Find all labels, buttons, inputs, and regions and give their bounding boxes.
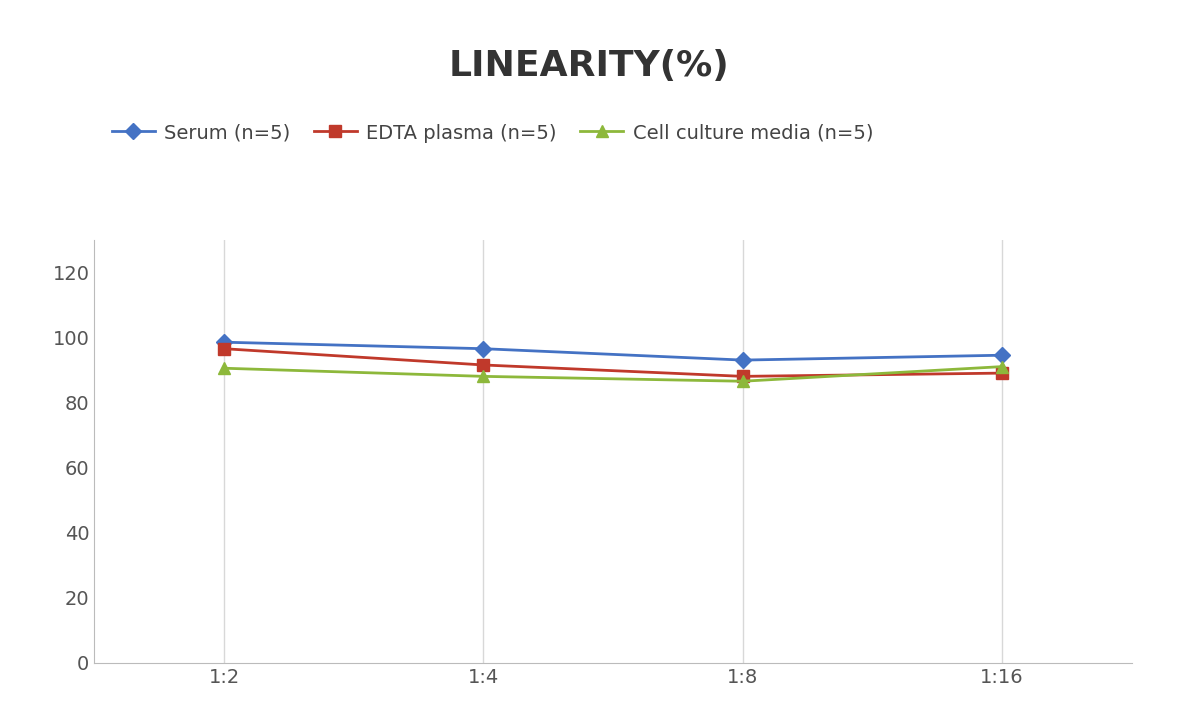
Line: Serum (n=5): Serum (n=5) — [218, 337, 1008, 366]
Serum (n=5) — [995, 351, 1009, 360]
Cell culture media (n=5) — [476, 372, 490, 381]
Cell culture media (n=5) — [217, 364, 231, 372]
EDTA plasma (n=5) — [217, 345, 231, 353]
EDTA plasma (n=5) — [736, 372, 750, 381]
Serum (n=5) — [217, 338, 231, 346]
Line: Cell culture media (n=5): Cell culture media (n=5) — [218, 360, 1008, 388]
Text: LINEARITY(%): LINEARITY(%) — [449, 49, 730, 83]
Cell culture media (n=5) — [736, 377, 750, 386]
Serum (n=5) — [736, 356, 750, 364]
EDTA plasma (n=5) — [476, 361, 490, 369]
EDTA plasma (n=5) — [995, 369, 1009, 377]
Legend: Serum (n=5), EDTA plasma (n=5), Cell culture media (n=5): Serum (n=5), EDTA plasma (n=5), Cell cul… — [104, 116, 881, 150]
Serum (n=5) — [476, 345, 490, 353]
Cell culture media (n=5) — [995, 362, 1009, 371]
Line: EDTA plasma (n=5): EDTA plasma (n=5) — [218, 343, 1008, 382]
